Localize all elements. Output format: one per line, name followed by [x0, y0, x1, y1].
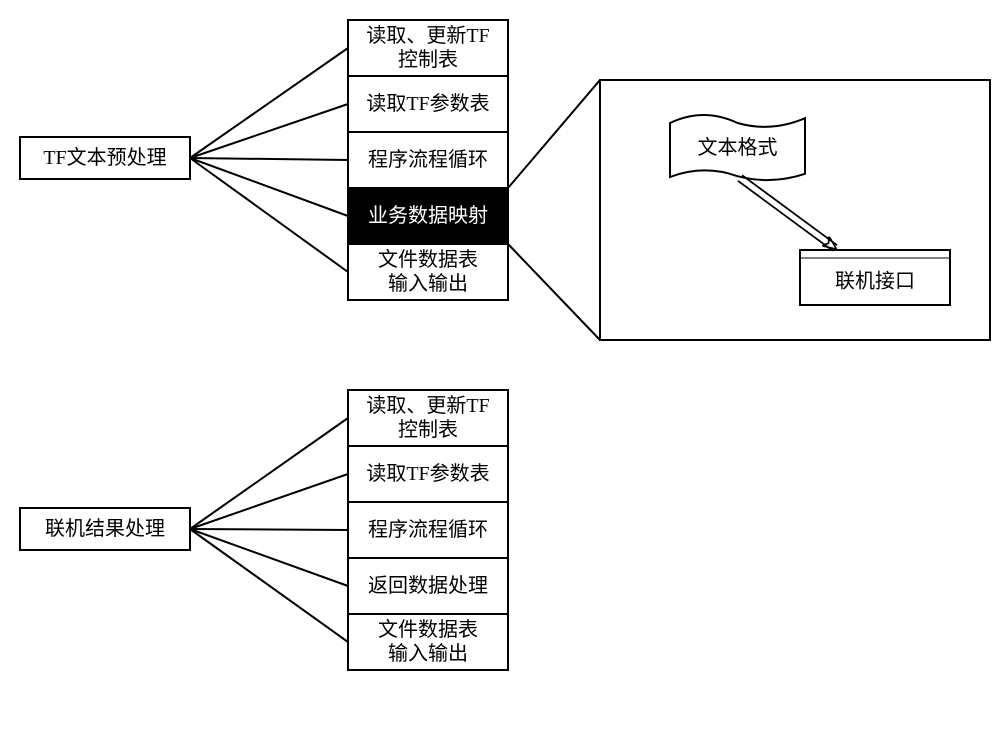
left-box-bottom-label: 联机结果处理: [45, 517, 165, 540]
stack-bottom-cell-3-label: 返回数据处理: [368, 574, 488, 597]
online-interface-label: 联机接口: [835, 270, 915, 293]
panel-connector-top: [508, 80, 600, 188]
diagram-canvas: TF文本预处理联机结果处理读取、更新TF控制表读取TF参数表程序流程循环业务数据…: [0, 0, 1000, 745]
text-line: 返回数据处理: [368, 574, 488, 597]
fan-top-line-4: [190, 158, 348, 272]
text-line: 控制表: [398, 48, 458, 71]
text-line: 程序流程循环: [368, 518, 488, 541]
stack-top-cell-0-label: 读取、更新TF控制表: [366, 24, 489, 71]
text-line: 读取、更新TF: [366, 394, 489, 417]
text-line: 业务数据映射: [368, 204, 488, 227]
text-line: 读取、更新TF: [366, 24, 489, 47]
text-line: 输入输出: [388, 272, 468, 295]
document-flag-label: 文本格式: [698, 136, 778, 159]
fan-top: [190, 48, 348, 272]
text-line: 输入输出: [388, 642, 468, 665]
fan-bottom-line-3: [190, 529, 348, 586]
fan-bottom-line-1: [190, 474, 348, 529]
stack-top-cell-3-label: 业务数据映射: [368, 204, 488, 227]
stack-bottom-cell-0-label: 读取、更新TF控制表: [366, 394, 489, 441]
fan-bottom-line-2: [190, 529, 348, 530]
text-line: 文件数据表: [378, 248, 478, 271]
fan-top-line-2: [190, 158, 348, 160]
fan-bottom-line-4: [190, 529, 348, 642]
left-box-top-label: TF文本预处理: [43, 146, 166, 169]
fan-bottom: [190, 418, 348, 642]
stack-top-cell-4-label: 文件数据表输入输出: [378, 248, 478, 295]
text-line: 文本格式: [698, 136, 778, 159]
text-line: 联机结果处理: [45, 517, 165, 540]
fan-bottom-line-0: [190, 418, 348, 529]
stack-bottom-cell-1-label: 读取TF参数表: [366, 462, 489, 485]
arrow-flag-to-interface: [738, 175, 837, 251]
text-line: 程序流程循环: [368, 148, 488, 171]
text-line: 控制表: [398, 418, 458, 441]
text-line: 文件数据表: [378, 618, 478, 641]
stack-bottom-cell-4-label: 文件数据表输入输出: [378, 618, 478, 665]
fan-top-line-1: [190, 104, 348, 158]
stack-top-cell-2-label: 程序流程循环: [368, 148, 488, 171]
text-line: 读取TF参数表: [366, 92, 489, 115]
right-panel: [600, 80, 990, 340]
text-line: TF文本预处理: [43, 146, 166, 169]
panel-connector-bottom: [508, 244, 600, 340]
stack-bottom-cell-2-label: 程序流程循环: [368, 518, 488, 541]
text-line: 读取TF参数表: [366, 462, 489, 485]
fan-top-line-3: [190, 158, 348, 216]
fan-top-line-0: [190, 48, 348, 158]
text-line: 联机接口: [835, 270, 915, 293]
stack-top-cell-1-label: 读取TF参数表: [366, 92, 489, 115]
